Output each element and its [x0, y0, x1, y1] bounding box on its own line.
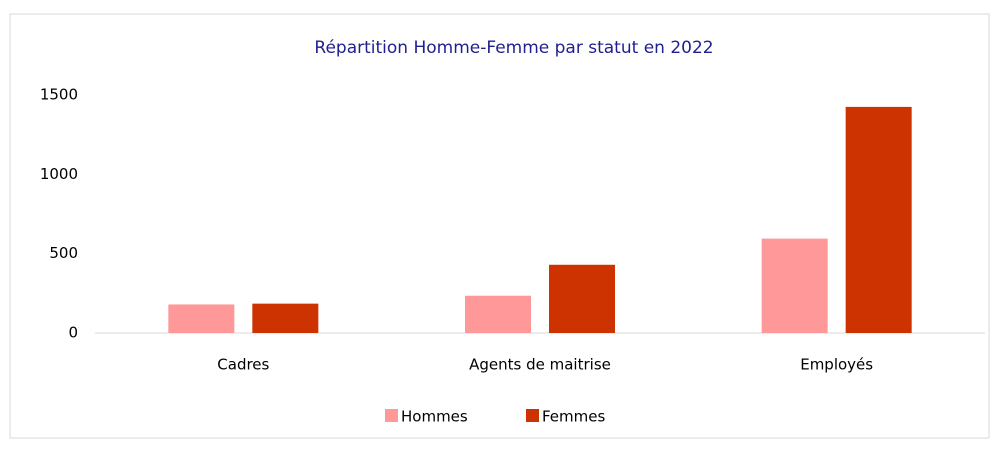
- chart-border: [9, 13, 990, 439]
- legend-label: Hommes: [401, 408, 468, 426]
- legend-label: Femmes: [542, 408, 605, 426]
- x-tick-label: Cadres: [217, 356, 269, 374]
- bar: [465, 295, 531, 333]
- x-tick-label: Employés: [800, 356, 873, 374]
- legend-swatch: [526, 409, 539, 422]
- y-tick-label: 0: [68, 324, 78, 342]
- x-tick-label: Agents de maitrise: [469, 356, 611, 374]
- y-tick-label: 500: [49, 244, 78, 262]
- chart-title: Répartition Homme-Femme par statut en 20…: [314, 38, 713, 58]
- y-tick-label: 1500: [40, 86, 78, 104]
- bar: [761, 238, 828, 333]
- bar: [549, 264, 615, 333]
- legend-swatch: [385, 409, 398, 422]
- bar: [845, 106, 912, 334]
- bar: [252, 303, 319, 333]
- y-tick-label: 1000: [40, 165, 78, 183]
- bar: [168, 304, 235, 333]
